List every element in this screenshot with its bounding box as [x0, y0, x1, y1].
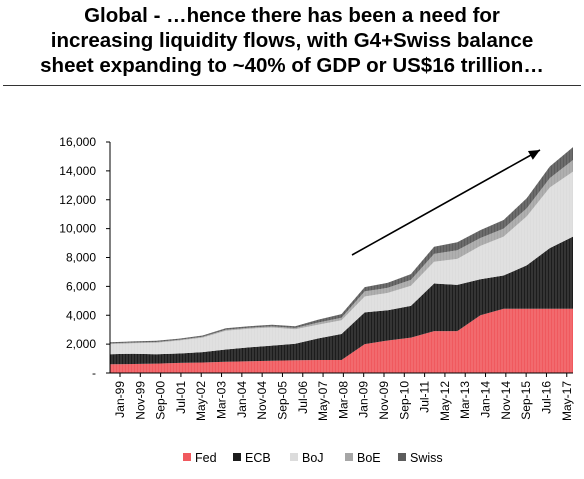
legend-label-swiss: Swiss — [410, 451, 443, 465]
x-tick-label: Jan-09 — [357, 381, 371, 418]
x-tick-label: Jul-11 — [418, 381, 432, 413]
legend-swatch-swiss — [398, 453, 406, 461]
x-tick-label: Mar-08 — [336, 381, 350, 419]
legend-label-boe: BoE — [357, 451, 381, 465]
chart-title: Global - …hence there has been a need fo… — [0, 3, 584, 78]
title-divider — [3, 85, 581, 86]
x-tick-label: Jan-04 — [235, 381, 249, 418]
x-tick-label: May-12 — [438, 381, 452, 421]
x-axis: Jan-99 Nov-99 Sep-00 Jul-01 May-02 Mar-03 Jan-… — [110, 372, 574, 421]
x-tick-label: Nov-09 — [377, 381, 391, 420]
x-tick-label: Jul-16 — [539, 381, 553, 414]
x-tick-label: Jul-06 — [296, 381, 310, 414]
trend-arrow-head — [527, 150, 540, 160]
y-tick-label: 2,000 — [66, 337, 96, 351]
x-tick-label: Sep-05 — [275, 381, 289, 420]
x-tick-label: Jan-14 — [479, 381, 493, 418]
y-axis: - 2,000 4,000 6,000 8,000 10,000 12,000 14,000 1… — [59, 135, 111, 380]
x-tick-label: Jul-01 — [174, 381, 188, 414]
plot-area — [110, 142, 573, 373]
series-area-boj — [110, 171, 573, 355]
x-tick-label: Jan-99 — [113, 381, 127, 418]
series-area-ecb — [110, 236, 573, 365]
y-tick-label: 14,000 — [59, 164, 96, 178]
y-tick-label: 8,000 — [66, 251, 96, 265]
x-tick-label: Mar-13 — [458, 381, 472, 419]
x-tick-label: Nov-04 — [255, 381, 269, 420]
y-tick-label: 6,000 — [66, 279, 96, 293]
legend-label-fed: Fed — [195, 451, 217, 465]
legend-label-boj: BoJ — [302, 451, 324, 465]
legend-swatch-ecb — [233, 453, 241, 461]
y-tick-label: 16,000 — [59, 135, 96, 149]
y-tick-label: 10,000 — [59, 222, 96, 236]
x-tick-label: Nov-14 — [499, 381, 513, 420]
x-tick-label: May-02 — [194, 381, 208, 421]
legend-label-ecb: ECB — [245, 451, 271, 465]
x-tick-label: May-07 — [316, 381, 330, 421]
x-tick-label: Sep-15 — [519, 381, 533, 420]
legend: Fed ECB BoJ BoE Swiss — [183, 451, 443, 465]
series-area-fed — [110, 308, 573, 373]
trend-annotation — [351, 149, 541, 256]
title-line-2: increasing liquidity flows, with G4+Swis… — [50, 29, 534, 52]
x-tick-label: May-17 — [560, 381, 574, 421]
y-tick-label: 12,000 — [59, 193, 96, 207]
title-line-1: Global - …hence there has been a need fo… — [84, 4, 500, 27]
trend-arrow-line — [351, 149, 541, 256]
y-tick-label: 4,000 — [66, 308, 96, 322]
legend-swatch-boj — [290, 453, 298, 461]
y-tick-label: - — [92, 366, 96, 380]
x-tick-label: Mar-03 — [215, 381, 229, 419]
legend-swatch-boe — [345, 453, 353, 461]
x-tick-label: Nov-99 — [133, 381, 147, 420]
x-tick-label: Sep-00 — [154, 381, 168, 420]
title-line-3: sheet expanding to ~40% of GDP or US$16 … — [40, 54, 544, 77]
x-tick-label: Sep-10 — [397, 381, 411, 420]
legend-swatch-fed — [183, 453, 191, 461]
